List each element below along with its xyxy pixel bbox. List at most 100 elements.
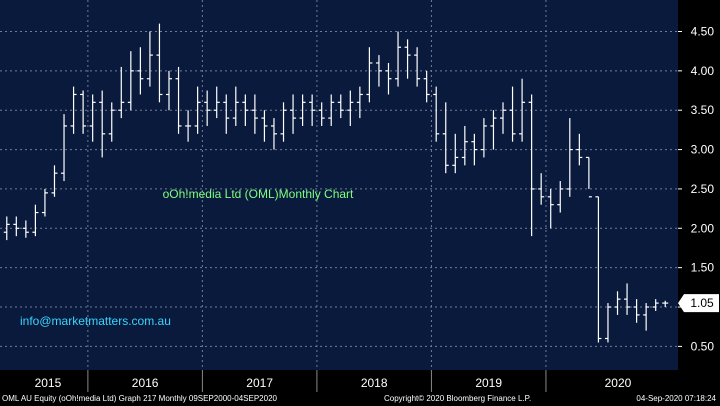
ohlc-bar bbox=[223, 94, 230, 134]
ohlc-bar bbox=[146, 31, 153, 87]
ohlc-bar bbox=[662, 300, 669, 308]
ohlc-bar bbox=[89, 94, 96, 142]
ohlc-bar bbox=[127, 51, 134, 111]
ohlc-bar bbox=[309, 94, 316, 126]
y-tick-label: 3.00 bbox=[691, 143, 715, 157]
ohlc-bar bbox=[251, 94, 258, 134]
price-chart: 0.501.001.502.002.503.003.504.004.50 201… bbox=[0, 0, 720, 392]
ohlc-bar bbox=[118, 66, 125, 119]
y-tick-label: 2.50 bbox=[691, 182, 715, 196]
ohlc-bar bbox=[490, 110, 497, 150]
y-tick-label: 0.50 bbox=[691, 339, 715, 353]
ohlc-bar bbox=[452, 133, 459, 174]
x-tick-label: 2020 bbox=[605, 376, 632, 390]
x-tick-label: 2016 bbox=[132, 376, 159, 390]
ohlc-bar bbox=[166, 70, 172, 111]
ohlc-bar bbox=[528, 94, 535, 237]
ohlc-bar bbox=[557, 181, 564, 213]
ohlc-bar bbox=[395, 31, 402, 87]
ohlc-bar bbox=[385, 62, 392, 95]
ohlc-bar bbox=[500, 102, 506, 134]
last-price-marker bbox=[678, 294, 719, 313]
ohlc-bar bbox=[585, 156, 592, 198]
ohlc-bar bbox=[538, 173, 545, 205]
x-tick-label: 2018 bbox=[361, 376, 388, 390]
x-tick-label: 2017 bbox=[246, 376, 273, 390]
ohlc-bar bbox=[80, 90, 87, 134]
ohlc-bar bbox=[261, 110, 268, 142]
ohlc-bar bbox=[624, 283, 631, 315]
ohlc-bar bbox=[461, 125, 468, 166]
last-price-tag: 1.05 bbox=[678, 294, 719, 313]
ohlc-bar bbox=[566, 118, 573, 197]
footer-copyright: Copyright© 2020 Bloomberg Finance L.P. bbox=[384, 394, 532, 403]
x-tick-label: 2019 bbox=[475, 376, 502, 390]
ohlc-bar bbox=[213, 86, 220, 119]
ohlc-bar bbox=[318, 102, 325, 126]
ohlc-bar bbox=[242, 94, 249, 126]
ohlc-bar bbox=[232, 86, 239, 126]
ohlc-bar bbox=[356, 86, 363, 119]
ohlc-bar bbox=[595, 196, 602, 343]
y-tick-label: 2.00 bbox=[691, 221, 715, 235]
ohlc-bar bbox=[652, 299, 659, 311]
x-axis-panel bbox=[0, 370, 678, 392]
ohlc-bar bbox=[194, 86, 201, 134]
annotation-email: info@marketmatters.com.au bbox=[20, 314, 171, 328]
ohlc-bar bbox=[442, 102, 449, 174]
ohlc-bar bbox=[108, 102, 115, 142]
ohlc-bars bbox=[3, 23, 669, 343]
ohlc-bar bbox=[423, 70, 430, 103]
ohlc-bar bbox=[433, 86, 440, 142]
ohlc-bar bbox=[70, 86, 77, 134]
ohlc-bar bbox=[414, 47, 421, 87]
y-tick-label: 4.00 bbox=[691, 64, 715, 78]
y-tick-label: 1.50 bbox=[691, 261, 715, 275]
ohlc-bar bbox=[347, 90, 354, 126]
ohlc-bar bbox=[137, 47, 144, 95]
ohlc-bar bbox=[185, 110, 192, 142]
ohlc-bar bbox=[509, 86, 516, 142]
ohlc-bar bbox=[3, 216, 10, 241]
ohlc-bar bbox=[32, 204, 39, 237]
ohlc-bar bbox=[51, 165, 58, 197]
grid-lines bbox=[0, 0, 678, 370]
footer-bar: OML AU Equity (oOh!media Ltd) Graph 217 … bbox=[0, 392, 720, 406]
ohlc-bar bbox=[519, 78, 526, 142]
ohlc-bar bbox=[614, 291, 621, 315]
ohlc-bar bbox=[22, 220, 29, 238]
ohlc-bar bbox=[270, 118, 277, 150]
ohlc-bar bbox=[204, 90, 211, 126]
ohlc-bar bbox=[604, 303, 611, 343]
ohlc-bar bbox=[328, 94, 335, 126]
ohlc-bar bbox=[337, 94, 344, 119]
ohlc-bar bbox=[547, 188, 554, 229]
ohlc-bar bbox=[156, 23, 163, 103]
ohlc-bar bbox=[280, 102, 287, 142]
ohlc-bar bbox=[290, 94, 297, 134]
y-tick-label: 3.50 bbox=[691, 103, 715, 117]
x-axis-labels: 2015 2016 2017 2018 2019 2020 bbox=[35, 370, 632, 392]
ohlc-bar bbox=[41, 188, 48, 217]
plot-background bbox=[0, 0, 678, 370]
ohlc-bar bbox=[404, 39, 411, 79]
ohlc-bar bbox=[61, 114, 68, 182]
ohlc-bar bbox=[366, 47, 373, 103]
x-tick-label: 2015 bbox=[35, 376, 62, 390]
footer-security-info: OML AU Equity (oOh!media Ltd) Graph 217 … bbox=[2, 394, 277, 403]
last-price-label: 1.05 bbox=[690, 296, 714, 310]
ohlc-bar bbox=[633, 299, 640, 323]
ohlc-bar bbox=[471, 133, 478, 166]
ohlc-bar bbox=[480, 118, 487, 158]
ohlc-bar bbox=[375, 55, 382, 87]
y-axis-panel bbox=[678, 0, 720, 392]
footer-timestamp: 04-Sep-2020 07:18:24 bbox=[636, 394, 716, 403]
ohlc-bar bbox=[643, 303, 650, 331]
y-tick-label: 4.50 bbox=[691, 24, 715, 38]
ohlc-bar bbox=[299, 94, 306, 126]
ohlc-bar bbox=[99, 90, 106, 158]
chart-title: oOh!media Ltd (OML)Monthly Chart bbox=[163, 187, 354, 201]
ohlc-bar bbox=[576, 133, 583, 166]
ohlc-bar bbox=[13, 216, 20, 237]
ohlc-bar bbox=[175, 66, 182, 134]
